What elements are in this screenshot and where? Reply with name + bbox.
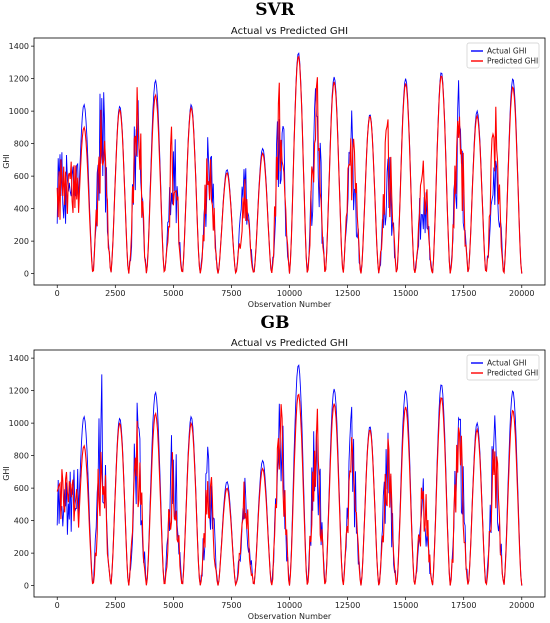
y-tick-label: 1400 xyxy=(9,354,29,363)
y-tick-label: 0 xyxy=(24,582,29,591)
x-tick-label: 15000 xyxy=(393,601,418,610)
x-axis-label: Observation Number xyxy=(248,612,332,621)
y-tick-label: 0 xyxy=(24,270,29,279)
svr-heading: SVR xyxy=(255,0,295,20)
plot-frame xyxy=(33,37,546,286)
svr-chart: Actual vs Predicted GHI 0 2500 5000 7500 1000… xyxy=(2,26,546,309)
y-tick-label: 400 xyxy=(14,517,29,526)
legend-box xyxy=(466,42,540,69)
plot-title: Actual vs Predicted GHI xyxy=(231,26,348,37)
x-tick-label: 20000 xyxy=(509,601,534,610)
x-tick-label: 20000 xyxy=(509,289,534,298)
y-tick-label: 400 xyxy=(14,205,29,214)
series-line-predicted xyxy=(56,55,523,275)
legend-entry: Predicted GHI xyxy=(487,369,538,378)
plot-frame xyxy=(33,349,546,598)
y-tick-label: 200 xyxy=(14,237,29,246)
x-tick-label: 5000 xyxy=(163,601,183,610)
series-line-predicted xyxy=(56,393,523,587)
gb-heading: GB xyxy=(260,313,290,333)
y-axis-label: GHI xyxy=(2,466,11,481)
y-tick-label: 600 xyxy=(14,172,29,181)
x-tick-label: 15000 xyxy=(393,289,418,298)
y-tick-label: 1200 xyxy=(9,387,29,396)
x-tick-label: 5000 xyxy=(163,289,183,298)
y-axis-label: GHI xyxy=(2,154,11,169)
plot-title: Actual vs Predicted GHI xyxy=(231,338,348,349)
y-tick-label: 1000 xyxy=(9,107,29,116)
x-axis-label: Observation Number xyxy=(248,300,332,309)
legend-entry: Predicted GHI xyxy=(487,57,538,66)
x-tick-label: 17500 xyxy=(451,601,476,610)
legend-box xyxy=(466,354,540,381)
gb-chart: Actual vs Predicted GHI 0 2500 5000 7500 1000… xyxy=(2,338,546,621)
x-tick-label: 12500 xyxy=(335,601,360,610)
x-tick-label: 0 xyxy=(55,289,60,298)
x-tick-label: 10000 xyxy=(277,289,302,298)
x-tick-label: 2500 xyxy=(105,601,125,610)
y-tick-label: 800 xyxy=(14,452,29,461)
y-tick-label: 1000 xyxy=(9,419,29,428)
y-tick-label: 1200 xyxy=(9,75,29,84)
legend-entry: Actual GHI xyxy=(487,47,527,56)
x-tick-label: 7500 xyxy=(221,289,241,298)
x-tick-label: 7500 xyxy=(221,601,241,610)
y-tick-label: 600 xyxy=(14,484,29,493)
y-tick-label: 1400 xyxy=(9,42,29,51)
x-tick-label: 0 xyxy=(55,601,60,610)
legend-entry: Actual GHI xyxy=(487,359,527,368)
x-tick-label: 10000 xyxy=(277,601,302,610)
x-tick-label: 12500 xyxy=(335,289,360,298)
y-tick-label: 200 xyxy=(14,549,29,558)
x-tick-label: 17500 xyxy=(451,289,476,298)
x-tick-label: 2500 xyxy=(105,289,125,298)
y-tick-label: 800 xyxy=(14,140,29,149)
